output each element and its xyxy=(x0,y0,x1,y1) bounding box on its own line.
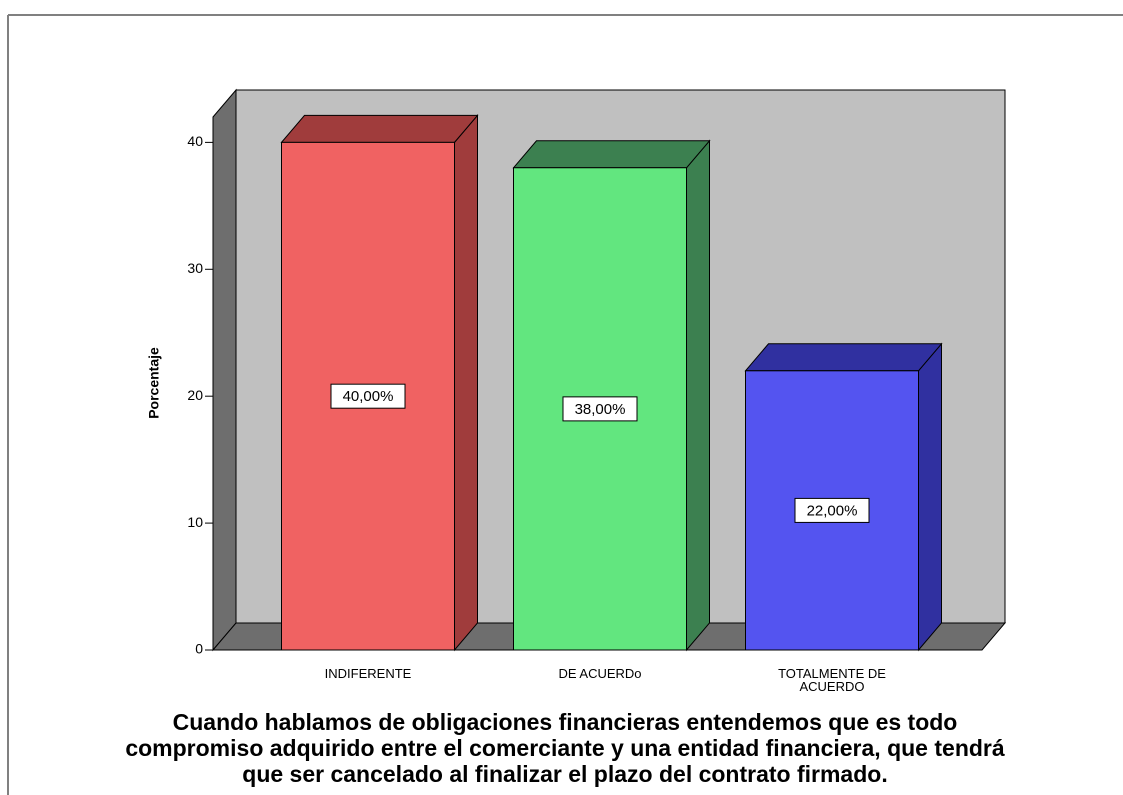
value-label: 22,00% xyxy=(807,502,858,519)
y-tick-label: 30 xyxy=(187,260,203,276)
y-tick-label: 0 xyxy=(195,641,203,657)
value-label-box xyxy=(330,383,406,409)
value-label-box xyxy=(562,396,638,422)
x-tick-label: TOTALMENTE DE ACUERDO xyxy=(778,666,886,694)
value-label-box xyxy=(794,497,870,523)
y-axis-label: Porcentaje xyxy=(146,347,162,419)
x-axis-label: Cuando hablamos de obligaciones financie… xyxy=(173,709,958,735)
y-tick-label: 40 xyxy=(187,133,203,149)
bar-side xyxy=(918,342,942,652)
side-wall xyxy=(212,88,237,652)
y-tick-label: 10 xyxy=(187,514,203,530)
bar-top xyxy=(744,343,943,372)
bar-side xyxy=(454,114,478,652)
value-label: 40,00% xyxy=(343,388,394,405)
bar-side xyxy=(686,139,710,652)
y-tick-label: 20 xyxy=(187,387,203,403)
x-tick-label-line: TOTALMENTE DE xyxy=(778,666,886,681)
value-label: 38,00% xyxy=(575,401,626,418)
x-axis-label: compromiso adquirido entre el comerciant… xyxy=(125,735,1005,761)
x-tick-label-line: ACUERDO xyxy=(799,679,864,694)
x-tick-label: INDIFERENTE xyxy=(325,666,412,681)
x-axis-label: que ser cancelado al finalizar el plazo … xyxy=(242,761,887,787)
x-tick-label: DE ACUERDo xyxy=(558,666,641,681)
bar-top xyxy=(512,140,711,169)
bar-top xyxy=(280,114,479,143)
